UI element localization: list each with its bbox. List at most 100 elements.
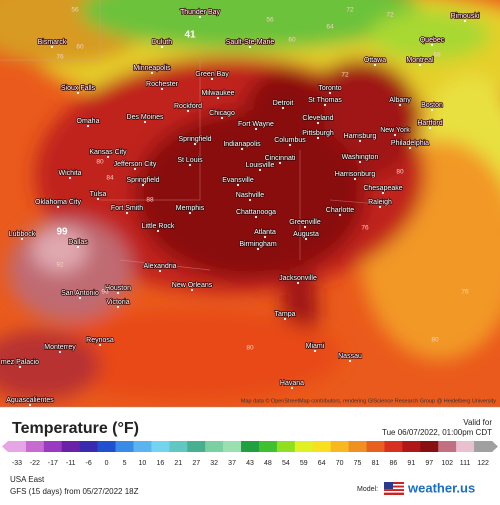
- scale-label: 102: [441, 460, 453, 467]
- city-dot: [125, 211, 129, 215]
- city-dot: [316, 136, 320, 140]
- city-label: Boston: [421, 102, 443, 109]
- city-dot: [353, 177, 357, 181]
- city-label: Raleigh: [368, 199, 392, 206]
- city-label: Des Moines: [127, 114, 164, 121]
- valid-time: Tue 06/07/2022, 01:00pm CDT: [382, 428, 492, 437]
- city-dot: [193, 142, 197, 146]
- contour-labels: 56 56 72 72 60 60 64 68 72 76 41 80 84 88 99 92 96 76 76 80…: [56, 7, 469, 352]
- scale-label: -22: [30, 460, 40, 467]
- city-dot: [381, 191, 385, 195]
- city-dot: [188, 163, 192, 167]
- city-label: Lubbock: [9, 231, 36, 238]
- scale-label: 37: [228, 460, 236, 467]
- city-dot: [78, 296, 82, 300]
- scale-label: 48: [264, 460, 272, 467]
- city-label: Pittsburgh: [302, 130, 334, 137]
- scale-swatch: [79, 441, 98, 452]
- contour-label: 72: [386, 12, 394, 19]
- city-dot: [240, 147, 244, 151]
- scale-label: 5: [123, 460, 127, 467]
- scale-swatch: [133, 441, 152, 452]
- city-dot: [141, 183, 145, 187]
- city-label: Birmingham: [239, 241, 277, 248]
- scale-label: 64: [318, 460, 326, 467]
- city-label: St Thomas: [308, 97, 342, 104]
- city-dot: [58, 350, 62, 354]
- city-dot: [133, 167, 137, 171]
- city-dot: [290, 386, 294, 390]
- attribution: Map data © OpenStreetMap contributors, r…: [241, 397, 496, 404]
- city-dot: [106, 155, 110, 159]
- city-dot: [86, 124, 90, 128]
- scale-label: 111: [460, 460, 471, 467]
- run-info: GFS (15 days) from 05/27/2022 18Z: [10, 487, 139, 496]
- scale-swatch: [312, 441, 331, 452]
- city-label: Kansas City: [89, 149, 127, 156]
- city-label: Green Bay: [195, 71, 229, 78]
- city-label: St Louis: [177, 157, 203, 164]
- city-dot: [216, 96, 220, 100]
- city-label: Detroit: [273, 100, 294, 107]
- scale-swatch: [169, 441, 188, 452]
- city-dot: [188, 211, 192, 215]
- scale-label: 16: [156, 460, 164, 467]
- scale-label: 43: [246, 460, 254, 467]
- contour-label: 76: [56, 54, 64, 61]
- city-dot: [430, 43, 434, 47]
- brand-logo[interactable]: weather.us: [407, 480, 475, 495]
- city-label: Albany: [389, 97, 411, 104]
- contour-label: 80: [96, 159, 104, 166]
- scale-left-arrow: [2, 441, 8, 452]
- city-label: Louisville: [246, 162, 275, 169]
- city-dot: [248, 198, 252, 202]
- city-label: Tulsa: [90, 191, 107, 198]
- cities: Thunder Bay Bismarck Duluth Sault-Ste-Marie…: [0, 8, 481, 407]
- city-label: mez Palacio: [1, 359, 39, 366]
- city-label: Augusta: [293, 231, 319, 238]
- city-dot: [328, 91, 332, 95]
- city-dot: [18, 365, 22, 369]
- city-label: Houston: [105, 285, 131, 292]
- contour-label: 96: [101, 289, 109, 296]
- city-dot: [281, 106, 285, 110]
- contour-label: 72: [341, 72, 349, 79]
- city-label: Bismarck: [38, 39, 67, 46]
- scale-label: 0: [105, 460, 109, 467]
- scale-label: -11: [66, 460, 76, 467]
- map: 56 56 72 72 60 60 64 68 72 76 41 80 84 88 99 92 96 76 76 80…: [0, 0, 500, 407]
- scale-swatch: [61, 441, 81, 452]
- city-dot: [68, 176, 72, 180]
- city-dot: [288, 143, 292, 147]
- city-label: Minneapolis: [133, 65, 171, 72]
- scale-right-arrow: [492, 441, 498, 452]
- contour-label: 41: [184, 30, 196, 41]
- scale-swatch: [43, 441, 63, 452]
- scale-label: 122: [477, 460, 489, 467]
- contour-label: 80: [431, 337, 439, 344]
- city-label: Fort Smith: [111, 205, 143, 212]
- city-dot: [304, 237, 308, 241]
- scale-label: -33: [12, 460, 22, 467]
- valid-label: Valid for: [463, 418, 492, 427]
- city-dot: [116, 305, 120, 309]
- scale-swatch: [438, 441, 457, 452]
- scale-swatch: [456, 441, 475, 452]
- city-label: Havana: [280, 380, 304, 387]
- city-label: Chesapeake: [363, 185, 402, 192]
- city-dot: [316, 121, 320, 125]
- scale-swatch: [330, 441, 349, 452]
- city-label: Tampa: [274, 311, 295, 318]
- city-label: Columbus: [274, 137, 306, 144]
- city-dot: [28, 403, 32, 407]
- city-label: Cincinnati: [265, 155, 296, 162]
- flag: [384, 482, 404, 495]
- city-label: Victoria: [106, 299, 129, 306]
- city-label: San Antonio: [61, 290, 99, 297]
- city-dot: [116, 291, 120, 295]
- city-dot: [190, 288, 194, 292]
- scale-swatch: [187, 441, 206, 452]
- city-dot: [303, 225, 307, 229]
- scale-label: 27: [192, 460, 200, 467]
